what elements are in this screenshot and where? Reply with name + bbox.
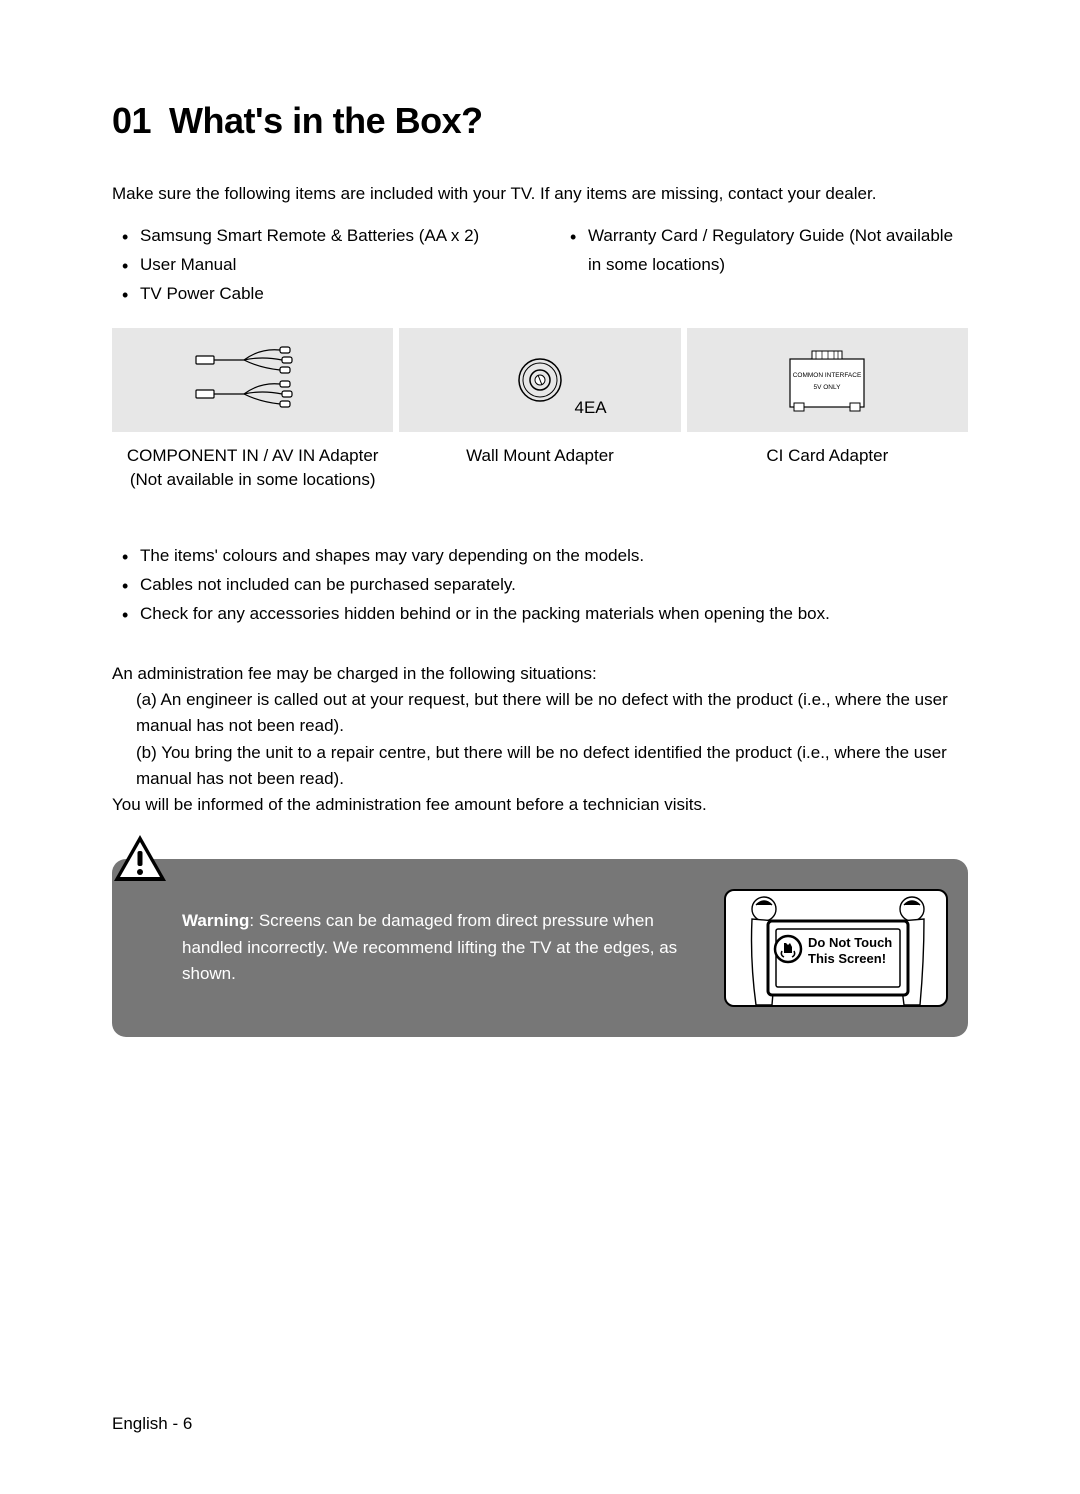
item-label: COMPONENT IN / AV IN Adapter (Not availa… (112, 438, 393, 492)
warning-triangle-icon (112, 833, 168, 883)
page-title: 01 What's in the Box? (112, 100, 968, 142)
warning-label: Warning (182, 911, 249, 930)
accessory-images-row: 4EA COMMON INTERFACE 5V ONLY (112, 328, 968, 432)
do-not-touch-label: Do Not Touch This Screen! (808, 935, 892, 968)
list-item: The items' colours and shapes may vary d… (136, 542, 968, 571)
list-item: User Manual (136, 251, 520, 280)
section-number: 01 (112, 100, 151, 141)
admin-b: (b) You bring the unit to a repair centr… (112, 740, 968, 793)
admin-fee-block: An administration fee may be charged in … (112, 661, 968, 819)
quantity-label: 4EA (575, 398, 607, 418)
warning-box: Warning: Screens can be damaged from dir… (112, 859, 968, 1037)
list-item: Samsung Smart Remote & Batteries (AA x 2… (136, 222, 520, 251)
list-item: Check for any accessories hidden behind … (136, 600, 968, 629)
intro-text: Make sure the following items are includ… (112, 182, 968, 206)
section-title: What's in the Box? (169, 100, 483, 141)
admin-lead: An administration fee may be charged in … (112, 661, 968, 687)
ci-text-2: 5V ONLY (814, 384, 842, 391)
warning-illustration: Do Not Touch This Screen! (724, 889, 948, 1007)
warning-body: : Screens can be damaged from direct pre… (182, 911, 677, 983)
component-adapter-image (112, 328, 393, 432)
washer-icon (515, 355, 565, 405)
ci-card-icon: COMMON INTERFACE 5V ONLY (782, 345, 872, 415)
page-footer: English - 6 (112, 1414, 192, 1434)
notes-list: The items' colours and shapes may vary d… (112, 542, 968, 629)
list-left: Samsung Smart Remote & Batteries (AA x 2… (112, 222, 520, 309)
cable-adapter-icon (188, 340, 318, 420)
warning-text: Warning: Screens can be damaged from dir… (182, 908, 704, 987)
accessory-labels-row: COMPONENT IN / AV IN Adapter (Not availa… (112, 438, 968, 492)
list-item: Warranty Card / Regulatory Guide (Not av… (584, 222, 968, 280)
admin-a: (a) An engineer is called out at your re… (112, 687, 968, 740)
ci-text-1: COMMON INTERFACE (793, 372, 862, 379)
item-label: CI Card Adapter (687, 438, 968, 492)
wall-mount-adapter-image: 4EA (399, 328, 680, 432)
list-right: Warranty Card / Regulatory Guide (Not av… (560, 222, 968, 309)
admin-tail: You will be informed of the administrati… (112, 792, 968, 818)
list-item: TV Power Cable (136, 280, 520, 309)
included-items-list: Samsung Smart Remote & Batteries (AA x 2… (112, 222, 968, 309)
item-label: Wall Mount Adapter (399, 438, 680, 492)
list-item: Cables not included can be purchased sep… (136, 571, 968, 600)
ci-card-adapter-image: COMMON INTERFACE 5V ONLY (687, 328, 968, 432)
